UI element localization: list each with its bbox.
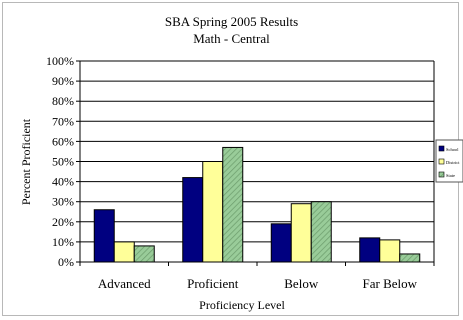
bar-state-far-below [399,253,421,263]
bar-state-advanced [133,245,155,263]
y-axis-label: Percent Proficient [19,118,33,205]
y-tick-label: 0% [58,255,74,269]
bar-state-proficient [222,146,244,263]
y-tick-label: 20% [52,215,74,229]
y-tick-label: 10% [52,235,74,249]
x-tick-label: Advanced [98,276,151,291]
y-tick-label: 30% [52,195,74,209]
x-tick-label: Far Below [362,276,417,291]
bar-district-proficient [202,161,224,263]
y-tick-label: 100% [46,54,74,68]
x-axis-ticks: Advanced Proficient Below Far Below [79,262,435,291]
bars [93,146,421,263]
y-tick-label: 90% [52,74,74,88]
bar-school-below [270,223,292,263]
chart-title: SBA Spring 2005 Results [164,14,299,29]
bar-district-below [290,203,312,263]
legend-label: School [446,147,459,152]
bar-state-below [310,201,332,263]
x-tick-label: Proficient [187,276,239,291]
legend-label: State [446,173,455,178]
legend: School District State [435,139,463,183]
legend-swatch [438,145,445,152]
bar-school-proficient [182,177,204,263]
y-tick-label: 60% [52,134,74,148]
y-tick-label: 70% [52,114,74,128]
chart-subtitle: Math - Central [193,31,270,46]
bar-school-advanced [93,209,115,263]
y-tick-label: 50% [52,155,74,169]
legend-swatch [438,171,445,178]
bar-district-advanced [113,241,135,263]
gridlines [80,60,434,263]
x-tick-label: Below [284,276,319,291]
legend-label: District [446,160,460,165]
x-axis-label: Proficiency Level [199,298,285,312]
legend-swatch [438,158,445,165]
bar-district-far-below [379,239,401,263]
bar-school-far-below [359,237,381,263]
y-tick-label: 40% [52,175,74,189]
y-tick-label: 80% [52,94,74,108]
